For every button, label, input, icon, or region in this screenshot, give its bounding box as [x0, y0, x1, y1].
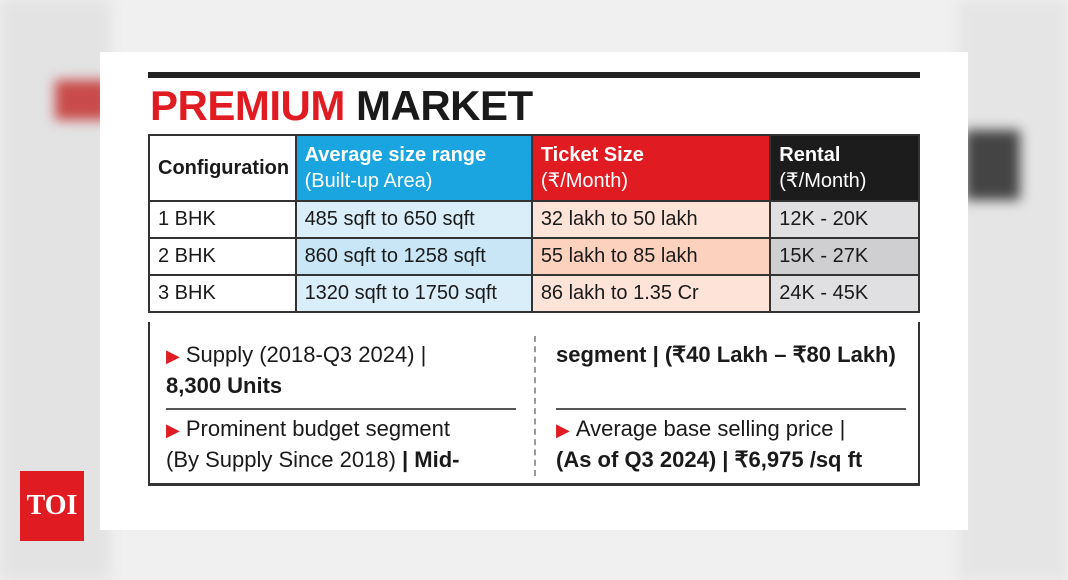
table-row: 3 BHK 1320 sqft to 1750 sqft 86 lakh to … [148, 274, 920, 313]
toi-logo: TOI [20, 471, 84, 541]
triangle-right-icon: ▶ [166, 420, 180, 440]
table-row: 2 BHK 860 sqft to 1258 sqft 55 lakh to 8… [148, 237, 920, 276]
note-budget-sublabel: (By Supply Since 2018) [166, 447, 396, 472]
cell-size-range: 1320 sqft to 1750 sqft [294, 274, 533, 313]
cell-ticket-size: 86 lakh to 1.35 Cr [530, 274, 772, 313]
header-ticket-size: Ticket Size (₹/Month) [530, 134, 772, 202]
note-divider-right [556, 408, 906, 410]
title-premium: PREMIUM [150, 82, 345, 129]
note-budget-value-start: | Mid- [402, 447, 460, 472]
triangle-right-icon: ▶ [166, 346, 180, 366]
notes-panel: ▶ Supply (2018-Q3 2024) | 8,300 Units ▶ Pr… [148, 322, 920, 486]
cell-size-range: 485 sqft to 650 sqft [294, 200, 533, 239]
table-header-row: Configuration Average size range (Built-… [148, 134, 920, 202]
note-budget-label: Prominent budget segment [185, 416, 451, 441]
cell-ticket-size: 32 lakh to 50 lakh [530, 200, 772, 239]
configuration-table: Configuration Average size range (Built-… [148, 134, 920, 313]
note-supply: ▶ Supply (2018-Q3 2024) | 8,300 Units [166, 340, 506, 401]
logo-text: TOI [26, 490, 78, 521]
title-market: MARKET [356, 82, 533, 129]
cell-ticket-size: 55 lakh to 85 lakh [530, 237, 772, 276]
note-selling-price: ▶ Average base selling price | (As of Q3 … [556, 414, 906, 475]
infographic-card: PREMIUM MARKET Configuration Average siz… [100, 52, 968, 530]
note-column-divider [534, 336, 536, 476]
infographic-title: PREMIUM MARKET [150, 84, 533, 128]
cell-configuration: 2 BHK [148, 237, 297, 276]
cell-configuration: 3 BHK [148, 274, 297, 313]
header-rental: Rental (₹/Month) [769, 134, 920, 202]
note-budget-segment: ▶ Prominent budget segment (By Supply Sin… [166, 414, 516, 475]
cell-size-range: 860 sqft to 1258 sqft [294, 237, 533, 276]
cell-rental: 12K - 20K [769, 200, 920, 239]
cell-rental: 24K - 45K [769, 274, 920, 313]
note-price-value: (As of Q3 2024) | ₹6,975 /sq ft [556, 447, 863, 472]
cell-configuration: 1 BHK [148, 200, 297, 239]
note-supply-value: 8,300 Units [166, 373, 283, 398]
note-supply-label: Supply (2018-Q3 2024) | [185, 342, 427, 367]
note-budget-value-end: segment | (₹40 Lakh – ₹80 Lakh) [556, 342, 896, 367]
table-row: 1 BHK 485 sqft to 650 sqft 32 lakh to 50… [148, 200, 920, 239]
note-budget-segment-continued: segment | (₹40 Lakh – ₹80 Lakh) [556, 340, 906, 370]
header-size-range: Average size range (Built-up Area) [294, 134, 533, 202]
top-rule [148, 72, 920, 78]
note-divider-left [166, 408, 516, 410]
triangle-right-icon: ▶ [556, 420, 570, 440]
header-configuration: Configuration [148, 134, 297, 202]
background-right-blur [958, 0, 1068, 580]
note-price-label: Average base selling price | [575, 416, 846, 441]
background-dark-patch [965, 130, 1020, 200]
cell-rental: 15K - 27K [769, 237, 920, 276]
